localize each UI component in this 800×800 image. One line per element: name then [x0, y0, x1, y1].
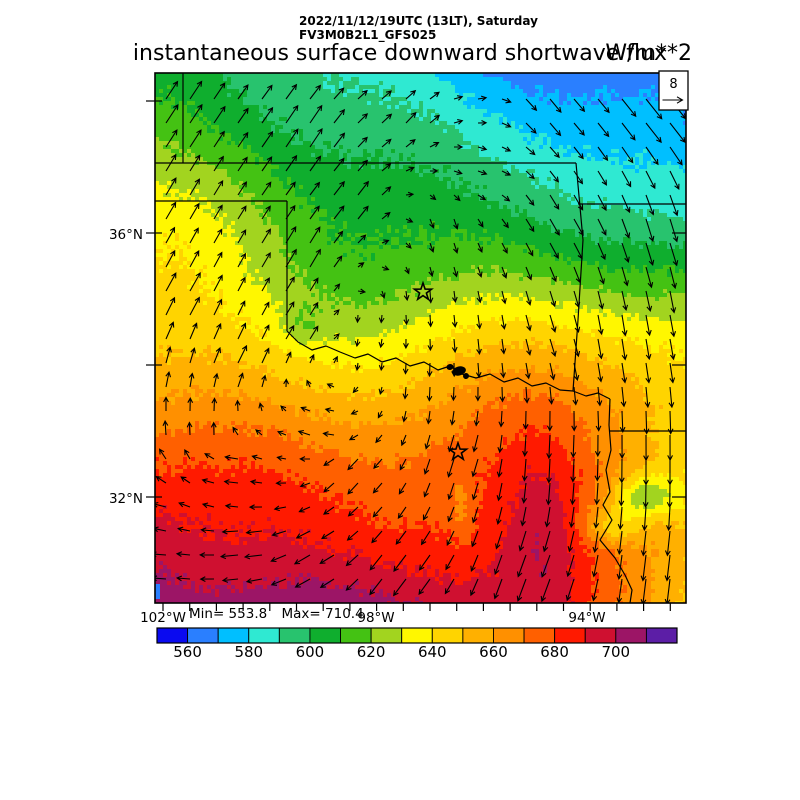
lon-label-98W: 98°W — [357, 610, 395, 626]
units-label: W/m**2 — [605, 41, 692, 66]
colorbar-segment — [309, 627, 341, 644]
lon-label-94W: 94°W — [568, 610, 606, 626]
colorbar-tick-label: 680 — [540, 643, 569, 661]
flux-band-630-640 — [155, 181, 686, 521]
colorbar-segment — [462, 627, 494, 644]
colorbar-segment — [370, 627, 403, 644]
lat-label-36N: 36°N — [108, 227, 143, 243]
axis-ticks — [146, 100, 686, 611]
colorbar-tick-label: 700 — [601, 643, 630, 661]
colorbar-tick-label: 560 — [173, 643, 202, 661]
colorbar-tick-label: 620 — [357, 643, 386, 661]
star-marker — [447, 440, 469, 462]
colorbar-segment — [615, 627, 647, 644]
colorbar-frame — [156, 627, 678, 644]
minmax-readout: Min= 553.8 Max= 710.4 — [189, 606, 364, 622]
wind-arrow-field — [155, 80, 686, 603]
flux-field — [155, 73, 686, 603]
flux-band-680-690 — [155, 425, 599, 603]
colorbar-segment — [278, 627, 311, 644]
flux-band-620-630 — [155, 137, 686, 509]
flux-band-650-660 — [155, 337, 686, 603]
reference-arrow-glyph — [662, 96, 684, 104]
colorbar-segment — [156, 627, 189, 644]
city-star-markers — [412, 280, 469, 462]
colorbar-segment — [584, 627, 617, 644]
flux-band-560-570 — [483, 73, 686, 125]
colorbar-tick-label: 600 — [296, 643, 325, 661]
page-title: instantaneous surface downward shortwave… — [132, 41, 668, 66]
colorbar-labels: 560 580 600 620 640 660 680 700 — [173, 643, 630, 661]
colorbar-segment — [248, 627, 280, 644]
colorbar-segment — [401, 627, 433, 644]
flux-band-610-620 — [155, 85, 686, 329]
colorbar-tick-label: 660 — [479, 643, 508, 661]
border-line — [286, 330, 574, 392]
lon-label-102W: 102°W — [140, 610, 186, 626]
lake-blob — [463, 373, 469, 379]
colorbar-segment — [431, 627, 464, 644]
colorbar-segment — [493, 627, 525, 644]
datetime-title: 2022/11/12/19UTC (13LT), Saturday — [299, 14, 538, 28]
border-line — [599, 398, 633, 604]
colorbar-segment — [523, 627, 556, 644]
colorbar-segment — [554, 627, 586, 644]
wind-arrows — [155, 80, 686, 603]
lat-label-32N: 32°N — [108, 491, 143, 507]
colorbar-segment — [645, 627, 678, 644]
colorbar-segment — [340, 627, 372, 644]
model-title: FV3M0B2L1_GFS025 — [299, 28, 437, 42]
colorbar-segment — [217, 627, 250, 644]
low-flux-sliver — [155, 584, 160, 599]
colorbar-segment — [187, 627, 219, 644]
border-line — [572, 390, 611, 400]
flux-band-660-670 — [155, 365, 659, 603]
reference-arrow-value: 8 — [669, 77, 677, 92]
lake-blob — [446, 363, 454, 371]
flux-band-670-680 — [155, 389, 627, 603]
lake-texoma-blob — [446, 363, 469, 379]
map-frame — [154, 72, 687, 604]
colorbar-tick-label: 640 — [418, 643, 447, 661]
flux-band-600-610 — [155, 73, 686, 277]
min-value: Min= 553.8 — [189, 606, 268, 622]
reference-arrow-box: 8 — [658, 70, 689, 111]
flux-band-580-590 — [323, 73, 686, 221]
colorbar — [156, 627, 678, 644]
colorbar-tick-label: 580 — [234, 643, 263, 661]
reference-arrow-box-frame — [658, 70, 689, 111]
flux-band-690-700 — [155, 465, 575, 603]
star-marker — [412, 280, 434, 302]
max-value: Max= 710.4 — [281, 606, 364, 622]
